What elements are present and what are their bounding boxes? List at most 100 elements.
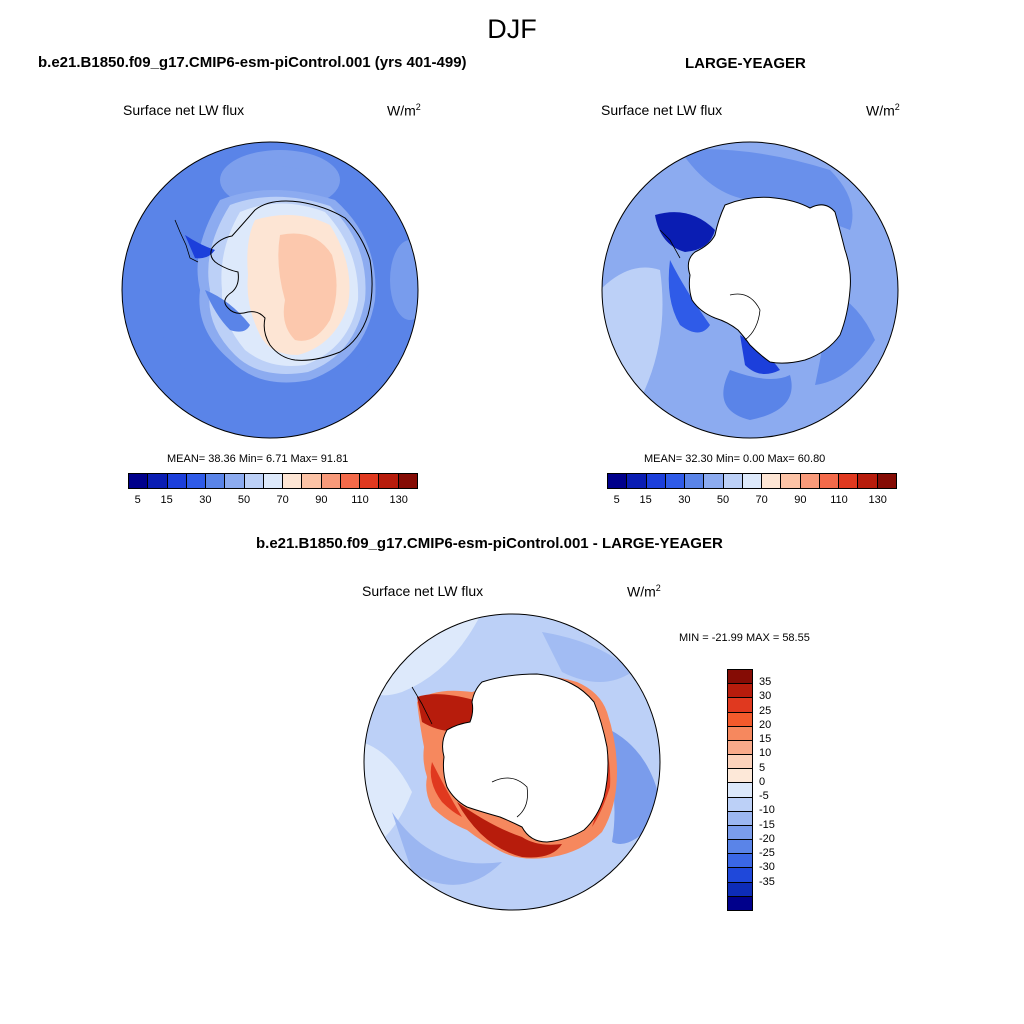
colorbar-swatch <box>877 474 896 488</box>
panel-2-title: LARGE-YEAGER <box>685 55 806 72</box>
field-band <box>723 370 792 420</box>
field-band <box>417 694 476 731</box>
colorbar-swatch <box>839 474 859 488</box>
colorbar-swatch <box>858 474 878 488</box>
colorbar-tick-label: 50 <box>237 494 251 506</box>
colorbar-tick-label: 25 <box>759 704 772 717</box>
colorbar-tick-label: -5 <box>759 790 769 803</box>
field-band <box>457 802 562 858</box>
colorbar-tick-label: 90 <box>315 494 328 506</box>
colorbar-swatch <box>263 474 284 488</box>
panel-1-units-label: W/m2 <box>387 102 421 119</box>
colorbar-swatch <box>728 882 752 897</box>
colorbar-tick-label: 90 <box>794 494 807 506</box>
colorbar-swatch <box>728 825 752 841</box>
colorbar-swatch <box>800 474 820 488</box>
units-exponent: 2 <box>415 102 421 112</box>
colorbar-tick-label: 15 <box>759 733 772 746</box>
panel-1-stats: MEAN= 38.36 Min= 6.71 Max= 91.81 <box>167 453 349 465</box>
ice-shelf-outline <box>491 777 528 818</box>
field-band <box>430 762 462 817</box>
panel-3-title: b.e21.B1850.f09_g17.CMIP6-esm-piControl.… <box>256 535 723 552</box>
colorbar-swatch <box>283 474 303 488</box>
colorbar-swatch <box>685 474 705 488</box>
colorbar-tick-label: -35 <box>759 875 775 888</box>
colorbar-tick-label: 70 <box>276 494 289 506</box>
colorbar-tick-label: 30 <box>678 494 691 506</box>
colorbar-tick-label: -10 <box>759 804 775 817</box>
colorbar-swatch <box>728 840 752 855</box>
colorbar-swatch <box>148 474 168 488</box>
map-border <box>121 141 419 439</box>
colorbar-swatch <box>781 474 801 488</box>
colorbar-swatch <box>627 474 647 488</box>
colorbar-tick-label: 0 <box>759 775 766 788</box>
colorbar-swatch <box>302 474 322 488</box>
colorbar-swatch <box>728 755 752 770</box>
colorbar-swatch <box>206 474 226 488</box>
antarctica-mask <box>687 196 851 364</box>
units-base: W/m <box>866 102 895 119</box>
peninsula-coastline <box>659 229 681 259</box>
colorbar-swatch <box>665 474 686 488</box>
panel-1-colorbar <box>128 473 418 489</box>
colorbar-tick-label: 110 <box>830 494 848 506</box>
colorbar-tick-label: 20 <box>759 718 772 731</box>
colorbar-tick-label: -20 <box>759 832 775 845</box>
antarctica-coastline <box>210 200 373 361</box>
colorbar-swatch <box>723 474 743 488</box>
colorbar-tick-label: 5 <box>759 761 766 774</box>
colorbar-swatch <box>360 474 380 488</box>
colorbar-swatch <box>742 474 763 488</box>
field-band <box>655 212 715 252</box>
units-base: W/m <box>627 583 656 600</box>
ice-shelf-outline <box>729 293 761 341</box>
panel-2-colorbar-ticks: 5 15 30 50 70 90 110 130 <box>607 494 897 508</box>
panel-1-title: b.e21.B1850.f09_g17.CMIP6-esm-piControl.… <box>38 54 467 71</box>
colorbar-tick-label: -25 <box>759 847 775 860</box>
panel-2-stats: MEAN= 32.30 Min= 0.00 Max= 60.80 <box>644 453 826 465</box>
colorbar-swatch <box>728 740 752 756</box>
panel-2-variable-label: Surface net LW flux <box>601 102 723 118</box>
map-border <box>363 613 661 911</box>
panel-1-polar-map <box>121 141 419 439</box>
colorbar-swatch <box>728 797 752 812</box>
colorbar-tick-label: 15 <box>160 494 173 506</box>
field-band <box>390 240 418 320</box>
colorbar-tick-label: 30 <box>199 494 212 506</box>
colorbar-swatch <box>728 712 752 727</box>
colorbar-swatch <box>728 684 752 699</box>
colorbar-swatch <box>704 474 724 488</box>
field-band <box>185 235 215 259</box>
peninsula-coastline <box>411 686 433 725</box>
colorbar-swatch <box>728 811 752 826</box>
panel-3-stats: MIN = -21.99 MAX = 58.55 <box>679 632 810 644</box>
panel-1-variable-label: Surface net LW flux <box>123 102 245 118</box>
map-border <box>601 141 899 439</box>
colorbar-tick-label: -15 <box>759 818 775 831</box>
colorbar-swatch <box>819 474 840 488</box>
panel-3-variable-label: Surface net LW flux <box>362 583 484 599</box>
colorbar-tick-label: 30 <box>759 690 772 703</box>
season-title: DJF <box>487 14 537 44</box>
colorbar-swatch <box>244 474 264 488</box>
colorbar-swatch <box>728 726 752 741</box>
panel-3-polar-map <box>363 613 661 911</box>
colorbar-tick-label: 5 <box>613 494 620 506</box>
field-band <box>602 267 663 438</box>
colorbar-tick-label: 130 <box>868 494 887 506</box>
colorbar-swatch <box>129 474 149 488</box>
colorbar-swatch <box>646 474 666 488</box>
field-band <box>668 260 710 333</box>
colorbar-tick-label: 110 <box>351 494 369 506</box>
field-band <box>205 290 250 332</box>
colorbar-swatch <box>321 474 341 488</box>
panel-3-colorbar <box>727 669 753 911</box>
colorbar-tick-label: 10 <box>759 747 772 760</box>
panel-2-units-label: W/m2 <box>866 102 900 119</box>
panel-3-units-label: W/m2 <box>627 583 661 600</box>
colorbar-swatch <box>167 474 187 488</box>
colorbar-swatch <box>728 783 752 798</box>
units-base: W/m <box>387 102 416 119</box>
